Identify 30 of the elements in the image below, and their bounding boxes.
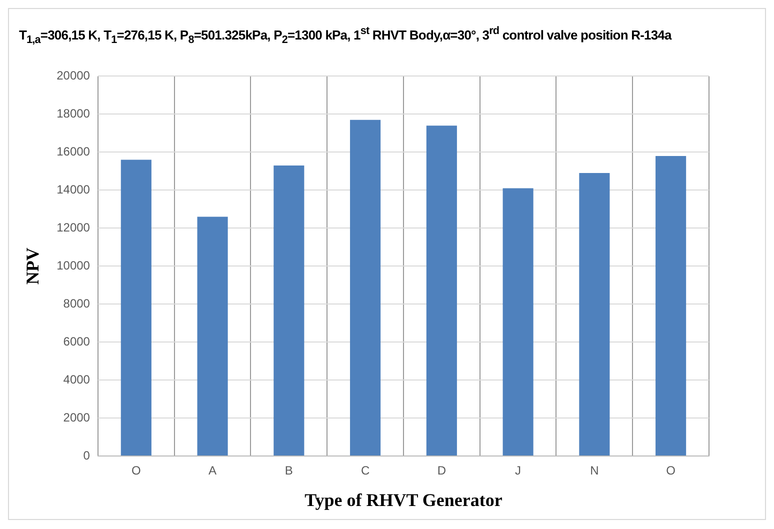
y-tick-label: 18000	[56, 106, 90, 120]
x-tick-label: J	[515, 464, 522, 478]
y-tick-label: 16000	[56, 144, 90, 158]
chart-title: T$_{1,a}$=306,15 K, T$_{1}$=276,15 K, P$_{8}$=501.325kPa, P$_{2}$=1300 kPa, 1$^{st}$ RHVT Body,α=30°, 3$^{rd}$ control valve position R-134a	[19, 25, 672, 46]
y-tick-label: 8000	[63, 296, 90, 310]
y-tick-label: 4000	[63, 372, 90, 386]
x-tick-label: O	[666, 464, 676, 478]
y-tick-label: 14000	[56, 182, 90, 196]
bar	[656, 156, 686, 456]
x-tick-label: A	[208, 464, 217, 478]
y-axis-title: NPV	[22, 248, 42, 285]
bar	[274, 165, 304, 456]
bar	[197, 216, 228, 456]
bar	[502, 188, 534, 456]
y-tick-label: 2000	[63, 410, 90, 424]
x-tick-label: O	[131, 464, 141, 478]
x-tick-label: N	[590, 464, 599, 478]
bar	[350, 120, 381, 456]
bar	[120, 160, 152, 456]
y-tick-label: 12000	[56, 220, 90, 234]
y-tick-label: 0	[83, 448, 90, 462]
x-tick-label: C	[360, 464, 370, 478]
x-tick-label: B	[284, 464, 293, 478]
bar	[579, 173, 610, 456]
x-axis-title: Type of RHVT Generator	[304, 490, 502, 510]
y-tick-label: 10000	[56, 258, 90, 272]
x-tick-label: D	[437, 464, 446, 478]
bar	[426, 126, 457, 456]
y-tick-label: 20000	[56, 68, 90, 83]
y-tick-label: 6000	[63, 334, 90, 348]
